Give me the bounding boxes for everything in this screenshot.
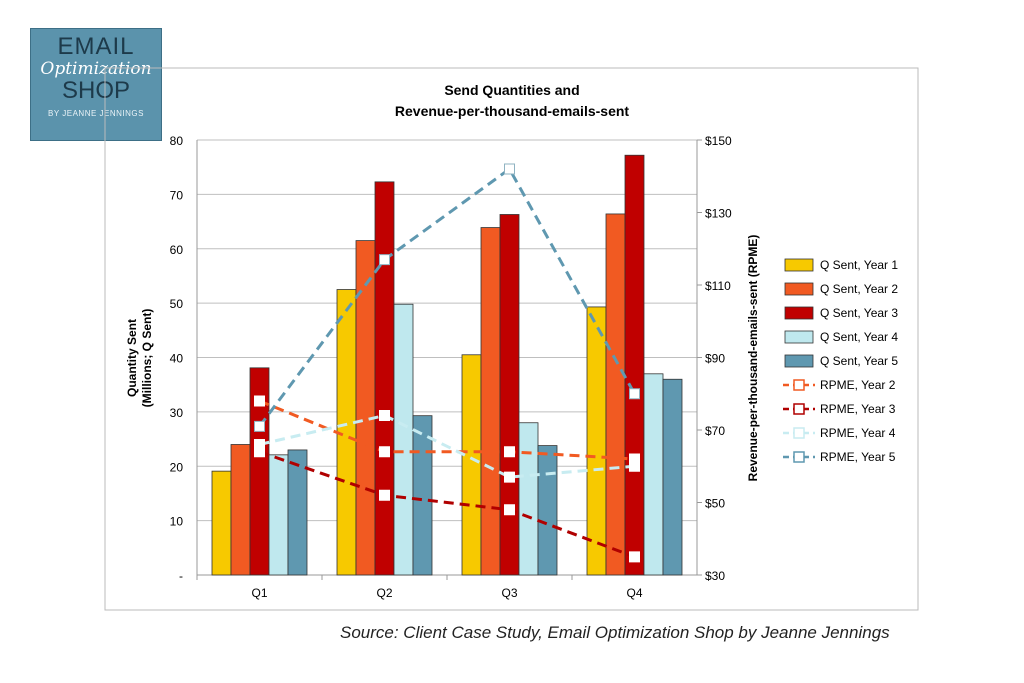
bar-q-sent-year-5 (287, 449, 308, 576)
x-tick-label: Q4 (626, 586, 642, 600)
line-marker (629, 551, 640, 563)
logo: EMAIL Optimization SHOP BY JEANNE JENNIN… (30, 28, 162, 141)
line-marker (629, 460, 640, 472)
line-marker (254, 439, 265, 450)
source-note: Source: Client Case Study, Email Optimiz… (340, 623, 890, 642)
y-tick-label: 10 (170, 515, 184, 529)
legend-swatch (784, 306, 814, 320)
legend-label: Q Sent, Year 1 (820, 258, 898, 272)
legend-marker (793, 403, 805, 415)
bar-q-sent-year-1 (211, 470, 232, 576)
y2-tick-label: $90 (705, 352, 725, 366)
line-marker (504, 446, 515, 458)
y2-tick-label: $150 (705, 134, 732, 148)
bar-q-sent-year-4 (518, 422, 539, 576)
bar-q-sent-year-1 (586, 306, 607, 576)
line-rpme-year-4 (259, 413, 635, 479)
line-rpme-year-3 (259, 450, 636, 559)
y-tick-label: 30 (170, 406, 184, 420)
x-tick-label: Q1 (251, 586, 267, 600)
bar-q-sent-year-4 (393, 303, 414, 576)
legend-label: RPME, Year 4 (820, 426, 896, 440)
bar-q-sent-year-3 (374, 181, 395, 576)
logo-line1: EMAIL (57, 33, 135, 60)
legend-label: RPME, Year 3 (820, 402, 896, 416)
line-marker (379, 446, 390, 458)
y-axis-label-line2: (Millions; Q Sent) (140, 309, 154, 408)
legend-label: Q Sent, Year 3 (820, 306, 898, 320)
legend-swatch (784, 330, 814, 344)
legend-marker (793, 451, 805, 463)
chart-title-line2: Revenue-per-thousand-emails-sent (395, 103, 629, 119)
y2-tick-label: $130 (705, 207, 732, 221)
x-tick-label: Q3 (501, 586, 517, 600)
y-tick-label: 50 (170, 297, 184, 311)
x-tick-label: Q2 (376, 586, 392, 600)
y2-axis-label: Revenue-per-thousand-emails-sent (RPME) (746, 235, 760, 482)
y-tick-label: 60 (170, 243, 184, 257)
legend-swatch (784, 282, 814, 296)
y-tick-label: 20 (170, 460, 184, 474)
line-marker (254, 395, 265, 407)
line-marker (254, 420, 265, 432)
legend-label: Q Sent, Year 5 (820, 354, 898, 368)
legend-label: RPME, Year 2 (820, 378, 896, 392)
legend-label: Q Sent, Year 2 (820, 282, 898, 296)
chart-border (104, 67, 919, 611)
bar-q-sent-year-3 (624, 154, 645, 576)
legend-marker (793, 379, 805, 391)
legend-label: Q Sent, Year 4 (820, 330, 898, 344)
logo-line3: SHOP (61, 77, 130, 104)
y-axis-label-line1: Quantity Sent (125, 319, 139, 397)
line-marker (379, 254, 390, 266)
bar-q-sent-year-3 (499, 214, 520, 576)
bar-q-sent-year-2 (480, 227, 501, 576)
y2-tick-label: $110 (705, 279, 731, 293)
bar-q-sent-year-5 (537, 445, 558, 576)
chart-title-line1: Send Quantities and (444, 82, 579, 98)
line-marker (379, 410, 390, 421)
bar-q-sent-year-2 (355, 240, 376, 576)
line-marker (504, 504, 515, 516)
logo-line4: BY JEANNE JENNINGS (48, 109, 144, 118)
bar-q-sent-year-4 (643, 373, 664, 576)
y-tick-label: 80 (170, 134, 184, 148)
bar-q-sent-year-5 (412, 415, 433, 576)
bar-q-sent-year-2 (230, 444, 251, 576)
bar-q-sent-year-5 (662, 378, 683, 576)
y-tick-label: 70 (170, 188, 184, 202)
y2-tick-label: $30 (705, 569, 725, 583)
line-marker (504, 163, 515, 175)
bar-q-sent-year-4 (268, 454, 289, 576)
bar-q-sent-year-1 (461, 354, 482, 576)
y-tick-label: 40 (170, 352, 184, 366)
line-marker (379, 489, 390, 501)
legend-swatch (784, 354, 814, 368)
y-tick-label: - (179, 569, 183, 583)
legend-swatch (784, 258, 814, 272)
logo-line2: Optimization (40, 59, 152, 79)
bar-q-sent-year-2 (605, 213, 626, 576)
line-marker (629, 388, 640, 400)
line-rpme-year-2 (258, 399, 635, 461)
line-marker (504, 471, 515, 483)
y2-tick-label: $70 (705, 424, 725, 438)
legend-label: RPME, Year 5 (820, 450, 896, 464)
legend-marker (793, 427, 805, 439)
line-rpme-year-5 (258, 166, 636, 428)
y2-tick-label: $50 (705, 497, 725, 511)
